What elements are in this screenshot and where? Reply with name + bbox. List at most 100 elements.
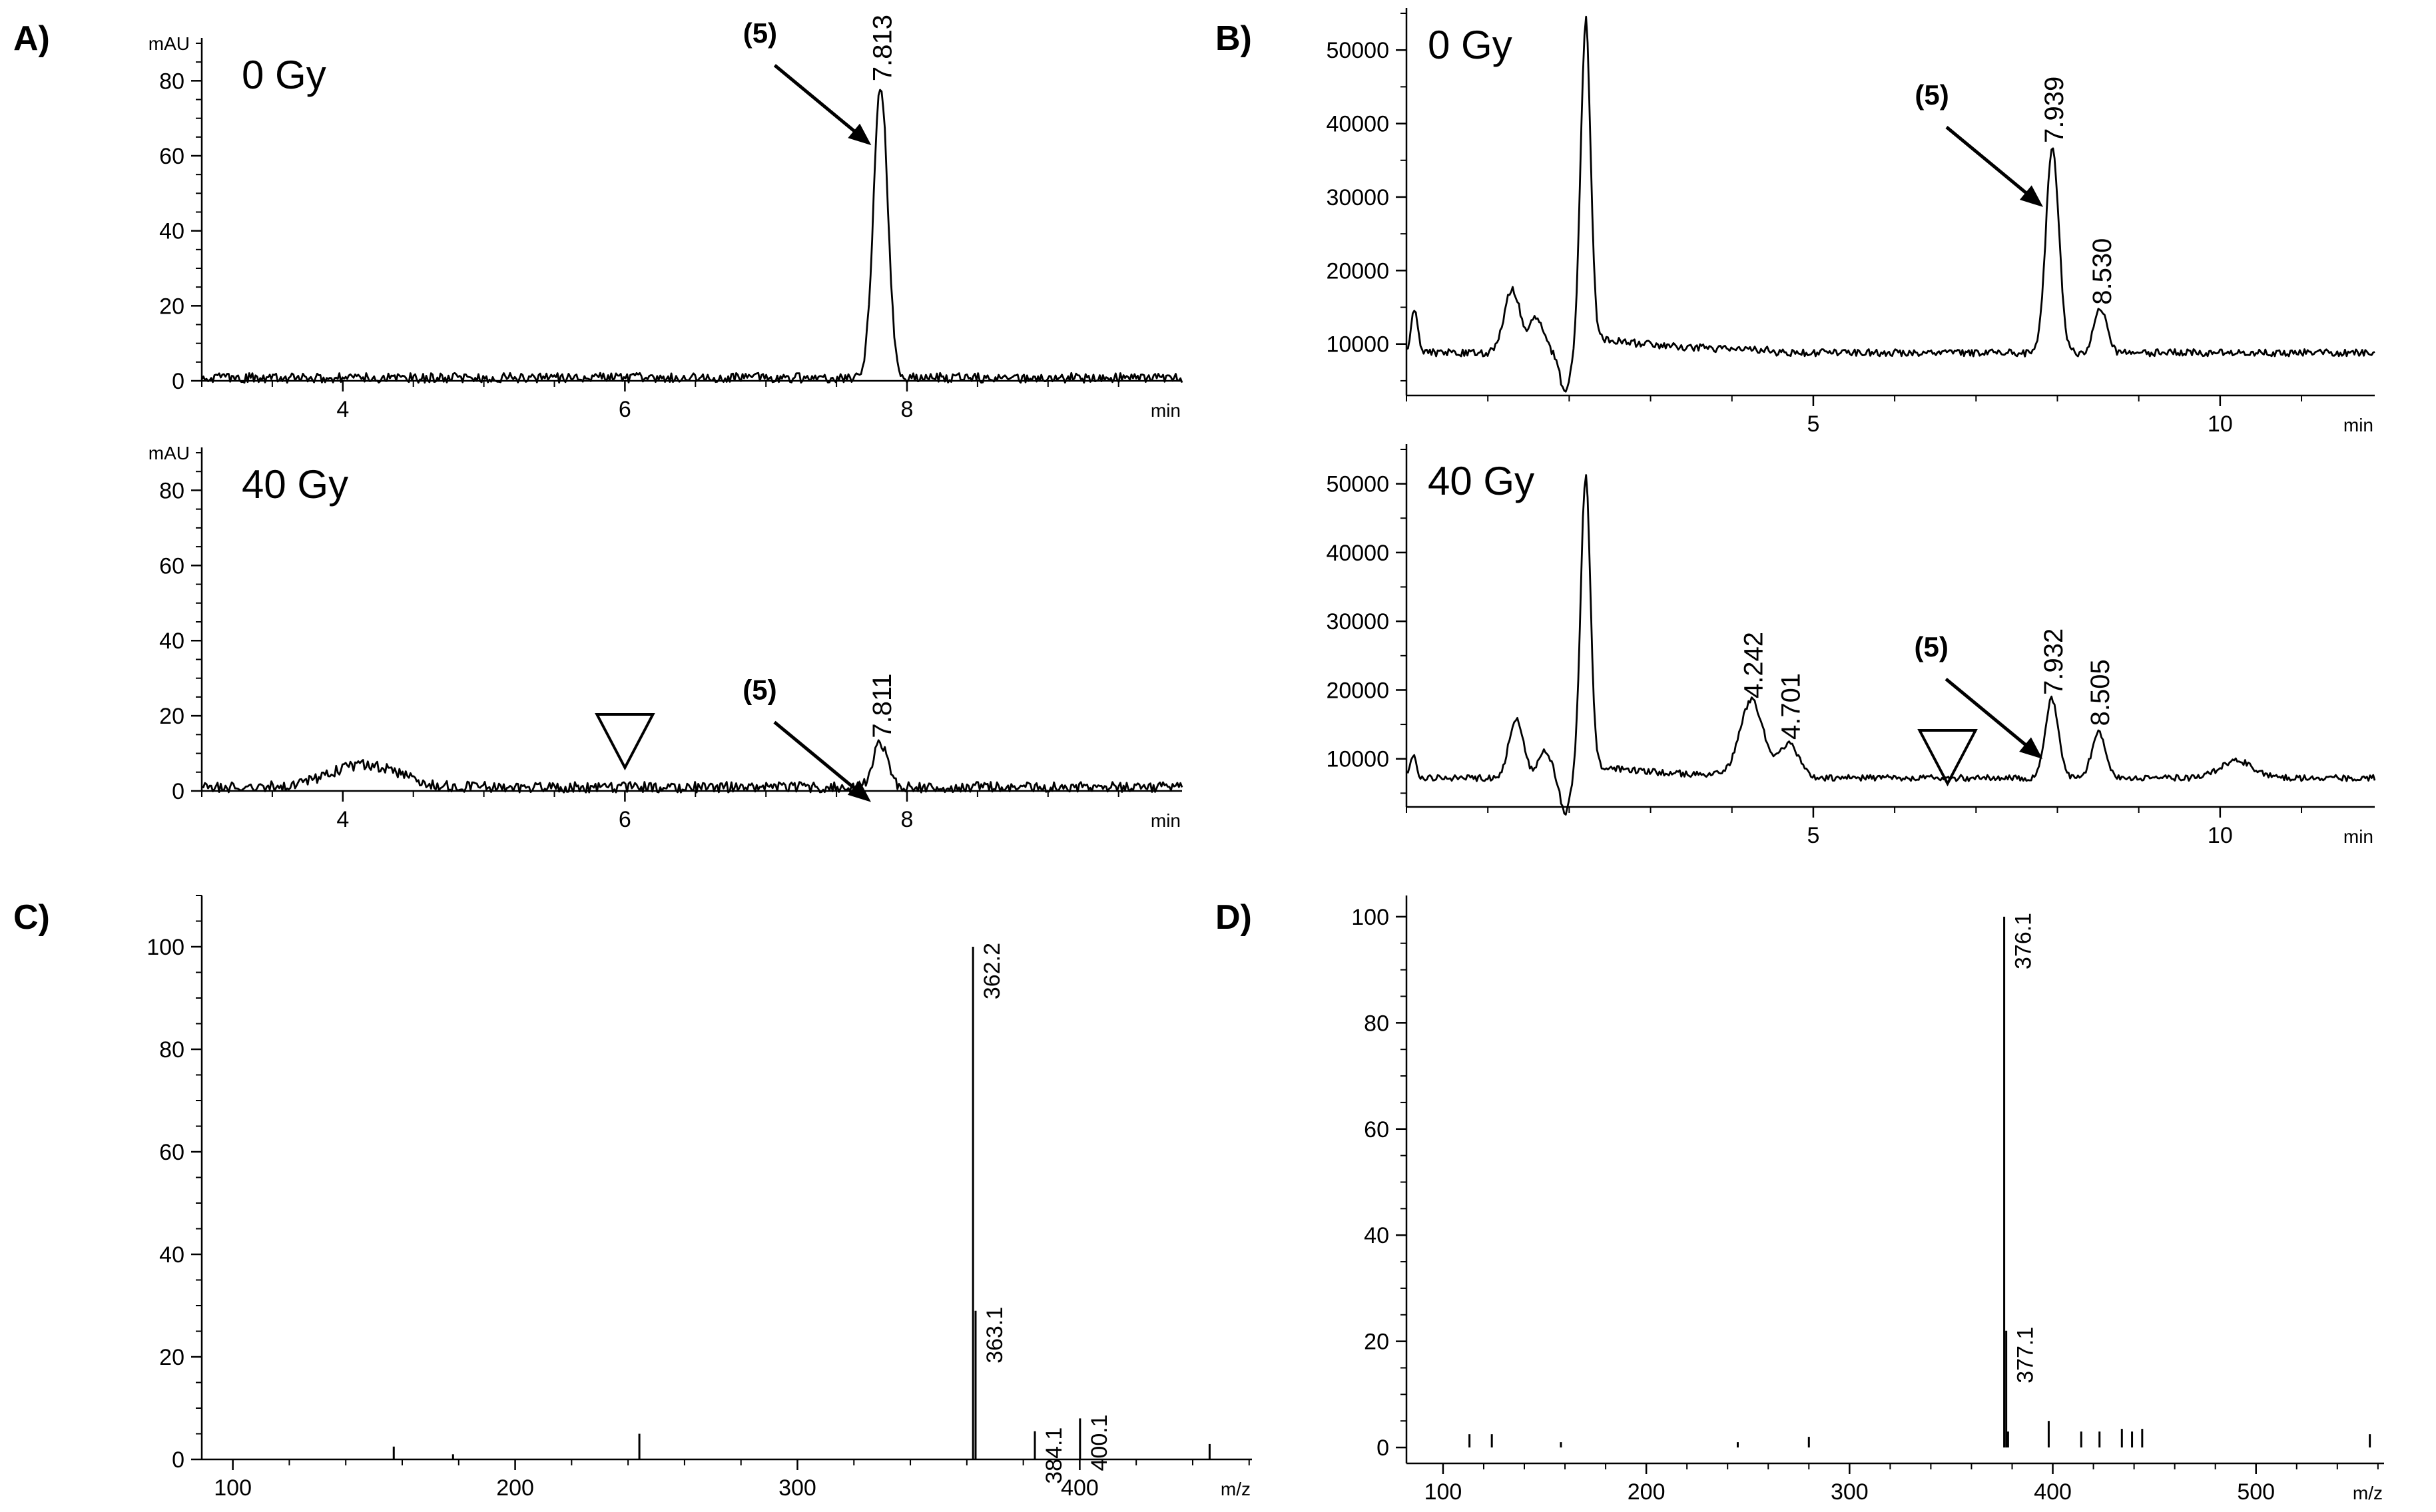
x-tick-label: 10 <box>2208 411 2233 437</box>
peak-rt-label: 7.939 <box>2040 77 2069 143</box>
y-tick-label: 20 <box>1364 1330 1389 1355</box>
mz-label: 400.1 <box>1087 1414 1112 1471</box>
y-tick-label: 80 <box>159 69 184 94</box>
panel-label: A) <box>13 19 50 58</box>
y-tick-label: 60 <box>159 1140 184 1165</box>
compound-arrow <box>773 720 864 797</box>
peak-rt-label: 7.811 <box>868 673 897 738</box>
panel-b-bottom-chromatogram: 10000 20000 30000 40000 50000 5 10 min 4.242 4.70… <box>1326 444 2376 848</box>
mz-label: 376.1 <box>2011 913 2036 969</box>
y-tick-label: 60 <box>1364 1117 1389 1142</box>
x-tick-label: 300 <box>1831 1479 1869 1505</box>
compound-arrow <box>773 64 864 140</box>
y-tick-label: 100 <box>1351 905 1389 930</box>
compound-label: (5) <box>743 17 777 49</box>
panel-label: C) <box>13 898 50 937</box>
y-tick-label: 50000 <box>1326 38 1389 63</box>
y-tick-label: 20 <box>159 294 184 319</box>
condition-label: 40 Gy <box>1428 459 1534 503</box>
compound-arrow <box>1945 125 2036 202</box>
x-axis-unit: min <box>2343 826 2373 847</box>
y-tick-label: 0 <box>172 779 184 804</box>
compound-arrow-head <box>2019 737 2043 759</box>
y-tick-label: 40 <box>159 1242 184 1268</box>
chromatogram-trace <box>1406 474 2376 816</box>
peak-rt-label: 4.701 <box>1776 673 1805 740</box>
x-tick-label: 200 <box>496 1475 534 1501</box>
condition-label: 0 Gy <box>1428 23 1512 67</box>
compound-label: (5) <box>1915 79 1949 111</box>
y-tick-label: 100 <box>147 935 184 960</box>
y-tick-label: 80 <box>159 478 184 503</box>
x-tick-label: 4 <box>336 397 349 422</box>
y-tick-label: 0 <box>172 369 184 394</box>
y-tick-label: 40 <box>1364 1223 1389 1248</box>
x-axis-unit: min <box>2343 415 2373 435</box>
panel-c-mass-spectrum: 0 20 40 60 80 100 100 200 300 400 m/z 362.2 363.1 384… <box>13 895 1252 1501</box>
compound-arrow-head <box>2019 185 2044 207</box>
mz-label: 377.1 <box>2013 1327 2038 1384</box>
mz-label: 384.1 <box>1042 1427 1067 1484</box>
chromatogram-trace <box>200 89 1183 384</box>
compound-label: (5) <box>743 674 776 706</box>
compound-arrow <box>1945 677 2036 754</box>
x-tick-label: 6 <box>619 397 631 422</box>
chromatogram-trace <box>201 739 1183 794</box>
y-tick-label: 40000 <box>1326 112 1389 137</box>
x-axis-unit: m/z <box>1221 1479 1251 1499</box>
y-tick-label: 60 <box>159 144 184 169</box>
y-tick-label: 60 <box>159 553 184 579</box>
peak-rt-label: 7.813 <box>868 15 897 81</box>
panel-a-bottom-chromatogram: 0 20 40 60 80 4 6 8 min mAU 7.811 (5) 40 Gy <box>149 443 1183 832</box>
y-tick-label: 80 <box>159 1037 184 1063</box>
y-tick-label: 20000 <box>1326 678 1389 703</box>
y-tick-label: 30000 <box>1326 609 1389 634</box>
y-tick-label: 10000 <box>1326 332 1389 358</box>
x-axis-unit: m/z <box>2353 1483 2383 1503</box>
condition-label: 40 Gy <box>242 462 348 507</box>
condition-label: 0 Gy <box>242 53 326 97</box>
y-tick-label: 40 <box>159 629 184 654</box>
x-tick-label: 6 <box>619 807 631 832</box>
panel-b-top-chromatogram: 10000 20000 30000 40000 50000 5 10 min 7.939 (5) 8… <box>1215 8 2375 437</box>
x-tick-label: 4 <box>336 807 349 832</box>
y-tick-label: 40000 <box>1326 541 1389 566</box>
x-tick-label: 5 <box>1807 823 1819 848</box>
x-tick-label: 400 <box>2034 1479 2072 1505</box>
panel-label: D) <box>1215 898 1252 937</box>
missing-peak-triangle-icon <box>1917 729 1978 787</box>
y-tick-label: 0 <box>1376 1435 1389 1461</box>
x-tick-label: 200 <box>1628 1479 1666 1505</box>
panel-a-top-chromatogram: 0 20 40 60 80 4 6 8 min mAU 7.813 (5) 0 Gy A) <box>13 15 1183 422</box>
panel-d-mass-spectrum: 0 20 40 60 80 100 100 200 300 400 500 m/z 376.1 377.1… <box>1215 895 2384 1505</box>
x-tick-label: 5 <box>1807 411 1819 437</box>
y-tick-label: 30000 <box>1326 185 1389 210</box>
x-tick-label: 8 <box>901 397 914 422</box>
y-axis-unit: mAU <box>149 443 190 463</box>
y-tick-label: 20 <box>159 1345 184 1370</box>
x-tick-label: 100 <box>1424 1479 1462 1505</box>
panel-label: B) <box>1215 19 1252 58</box>
x-axis-unit: min <box>1151 400 1181 421</box>
y-tick-label: 80 <box>1364 1011 1389 1036</box>
chromatogram-trace <box>1406 15 2375 393</box>
y-tick-label: 0 <box>172 1447 184 1473</box>
x-tick-label: 300 <box>778 1475 816 1501</box>
compound-arrow-head <box>847 780 871 802</box>
compound-arrow-head <box>848 123 872 146</box>
y-tick-label: 40 <box>159 219 184 244</box>
y-tick-label: 50000 <box>1326 472 1389 497</box>
peak-rt-label: 8.505 <box>2086 659 2115 726</box>
x-axis-unit: min <box>1151 810 1181 831</box>
x-tick-label: 10 <box>2208 823 2233 848</box>
x-tick-label: 8 <box>901 807 914 832</box>
y-tick-label: 20 <box>159 704 184 729</box>
y-tick-label: 20000 <box>1326 258 1389 284</box>
peak-rt-label: 8.530 <box>2088 238 2117 305</box>
missing-peak-triangle-icon <box>595 713 655 771</box>
y-axis-unit: mAU <box>149 33 190 54</box>
x-tick-label: 100 <box>214 1475 252 1501</box>
x-tick-label: 400 <box>1061 1475 1099 1501</box>
y-tick-label: 10000 <box>1326 747 1389 772</box>
